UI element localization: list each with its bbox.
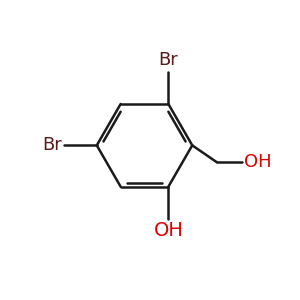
Text: Br: Br <box>158 51 178 69</box>
Text: OH: OH <box>244 153 272 171</box>
Text: Br: Br <box>42 136 62 154</box>
Text: OH: OH <box>153 221 183 240</box>
